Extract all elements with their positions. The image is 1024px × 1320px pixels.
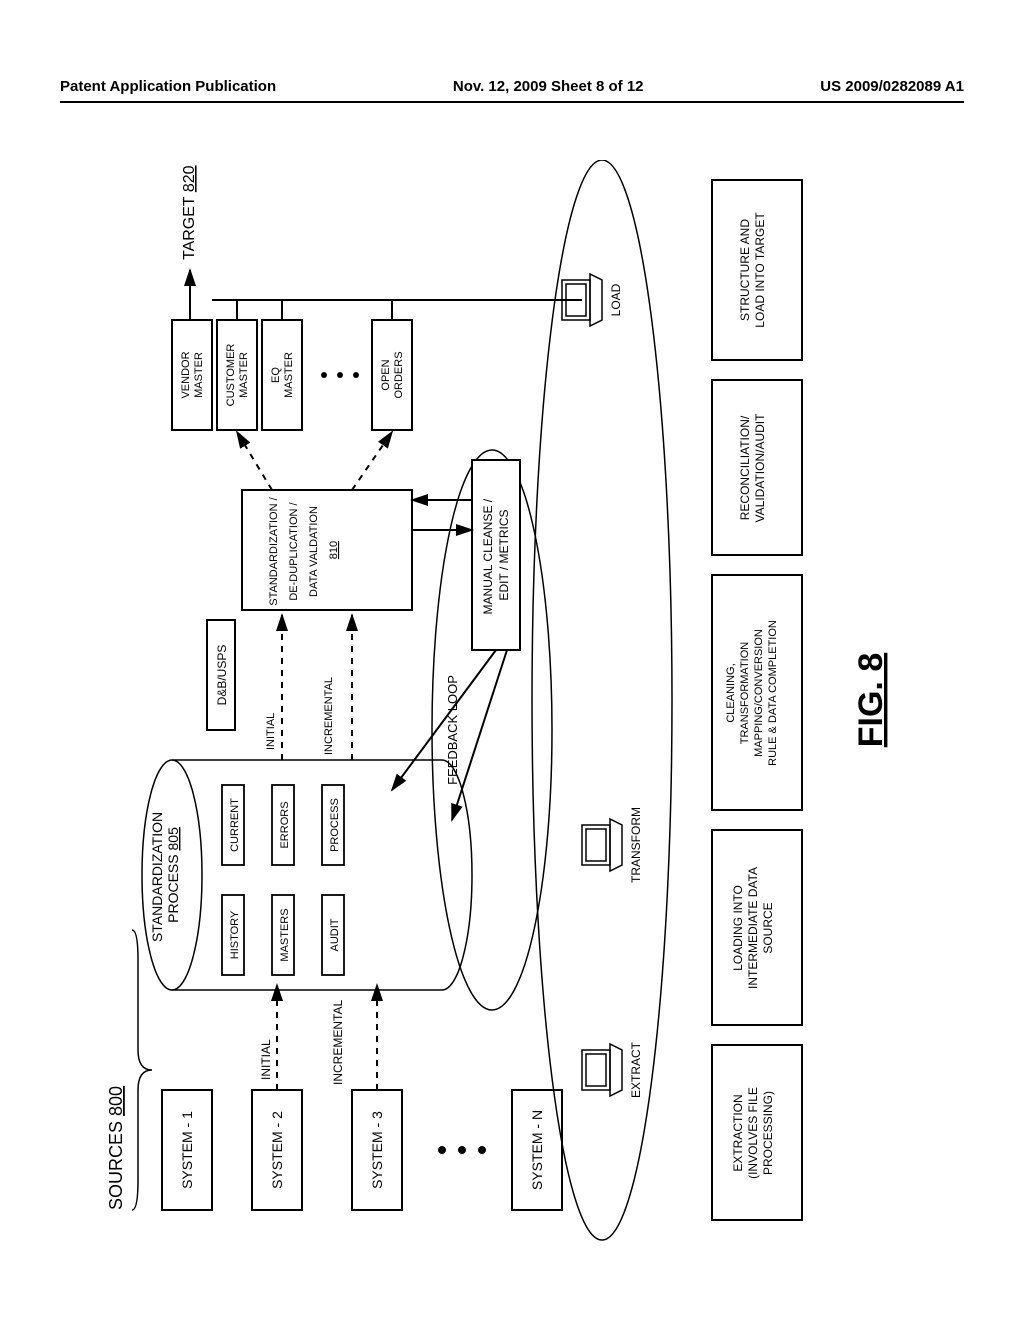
header-left: Patent Application Publication	[60, 78, 276, 95]
svg-text:EXTRACTION(INVOLVES FILEPROCES: EXTRACTION(INVOLVES FILEPROCESSING)	[731, 1087, 775, 1179]
svg-text:LOAD: LOAD	[609, 283, 623, 316]
svg-text:INCREMENTAL: INCREMENTAL	[323, 677, 335, 755]
figure-8: SOURCES 800 SYSTEM - 1 SYSTEM - 2 SYSTEM…	[60, 160, 964, 1260]
svg-text:MASTERS: MASTERS	[279, 908, 291, 961]
figure-label: FIG. 8	[852, 653, 890, 747]
header-right: US 2009/0282089 A1	[820, 78, 964, 95]
svg-text:CUSTOMERMASTER: CUSTOMERMASTER	[225, 344, 250, 407]
incremental-1: INCREMENTAL	[331, 1000, 345, 1085]
header-center: Nov. 12, 2009 Sheet 8 of 12	[453, 78, 644, 95]
svg-text:FEEDBACK LOOP: FEEDBACK LOOP	[445, 675, 460, 785]
svg-text:ERRORS: ERRORS	[279, 801, 291, 848]
sources-label: SOURCES 800	[106, 1086, 126, 1210]
svg-text:RECONCILIATION/VALIDATION/AUDI: RECONCILIATION/VALIDATION/AUDIT	[738, 413, 767, 523]
system-1: SYSTEM - 1	[179, 1111, 195, 1189]
stage-boxes: EXTRACTION(INVOLVES FILEPROCESSING) LOAD…	[712, 180, 802, 1220]
initial-1: INITIAL	[259, 1039, 273, 1080]
svg-text:CURRENT: CURRENT	[229, 798, 241, 852]
svg-text:AUDIT: AUDIT	[329, 918, 341, 951]
target: TARGET 820	[181, 165, 198, 260]
std-process-label: STANDARDIZATION PROCESS 805	[149, 808, 181, 942]
svg-text:EXTRACT: EXTRACT	[629, 1041, 643, 1098]
svg-text:INITIAL: INITIAL	[265, 713, 277, 750]
svg-text:TRANSFORM: TRANSFORM	[629, 807, 643, 883]
svg-text:HISTORY: HISTORY	[229, 910, 241, 959]
svg-text:VENDORMASTER: VENDORMASTER	[180, 351, 205, 398]
computer-transform: TRANSFORM	[582, 807, 643, 883]
computer-extract: EXTRACT	[582, 1041, 643, 1098]
standardization-db: STANDARDIZATION PROCESS 805 HISTORY CURR…	[142, 760, 472, 990]
dnb-usps: D&B/USPS	[215, 645, 229, 706]
system-3: SYSTEM - 3	[369, 1111, 385, 1189]
outer-process-loop	[532, 160, 672, 1240]
system-n: SYSTEM - N	[529, 1110, 545, 1190]
system-2: SYSTEM - 2	[269, 1111, 285, 1189]
svg-text:PROCESS: PROCESS	[329, 798, 341, 852]
svg-text:STRUCTURE ANDLOAD INTO TARGET: STRUCTURE ANDLOAD INTO TARGET	[738, 212, 767, 328]
